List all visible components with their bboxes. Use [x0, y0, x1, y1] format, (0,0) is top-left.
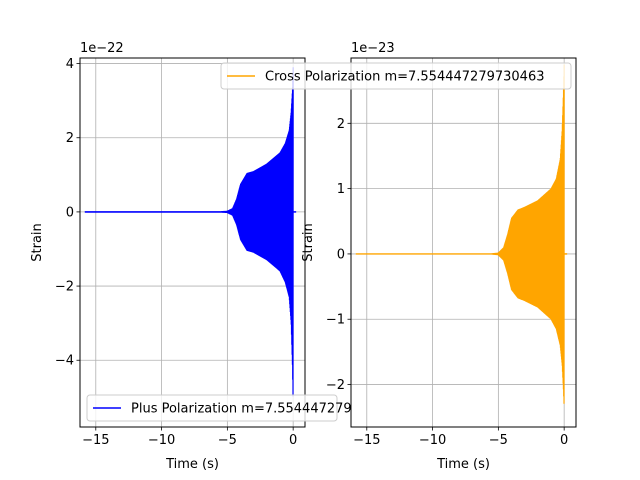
x-tick-label: −5 — [218, 433, 237, 448]
y-tick-label: −1 — [326, 313, 345, 328]
y-offset-label: 1e−22 — [80, 41, 124, 56]
x-axis-label: Time (s) — [436, 457, 490, 472]
strain-series-line — [355, 64, 565, 404]
y-tick-label: 1 — [337, 182, 345, 197]
legend-label: Cross Polarization m=7.554447279730463 — [265, 70, 544, 85]
y-offset-label: 1e−23 — [351, 41, 395, 56]
y-tick-label: 2 — [66, 131, 74, 146]
x-axis-label: Time (s) — [165, 457, 219, 472]
x-tick-label: −10 — [148, 433, 175, 448]
y-tick-label: 0 — [66, 205, 74, 220]
x-tick-label: 0 — [560, 433, 568, 448]
y-tick-label: 0 — [337, 247, 345, 262]
y-axis-label: Strain — [30, 223, 45, 262]
axes-frame — [79, 57, 306, 428]
axes-frame — [350, 57, 577, 428]
x-tick-label: −15 — [353, 433, 380, 448]
y-tick-label: −2 — [55, 280, 74, 295]
y-tick-label: −2 — [326, 378, 345, 393]
x-tick-label: −10 — [419, 433, 446, 448]
ticks: −15 −10 −5 0 −4 −2 0 2 4 — [55, 57, 297, 448]
x-tick-label: −5 — [489, 433, 508, 448]
legend: Plus Polarization m=7.554447279730463 — [86, 394, 401, 422]
x-tick-label: 0 — [289, 433, 297, 448]
legend-box — [86, 394, 338, 422]
y-tick-label: 4 — [66, 57, 74, 72]
y-axis-label: Strain — [301, 223, 316, 262]
data-series — [355, 64, 568, 404]
data-series — [84, 67, 297, 397]
y-tick-label: −4 — [55, 354, 74, 369]
strain-series-line — [84, 67, 294, 397]
legend: Cross Polarization m=7.554447279730463 — [220, 62, 572, 90]
legend-label: Plus Polarization m=7.554447279730463 — [131, 402, 401, 417]
legend-box — [220, 62, 572, 90]
x-tick-label: −15 — [82, 433, 109, 448]
y-tick-label: 2 — [337, 117, 345, 132]
